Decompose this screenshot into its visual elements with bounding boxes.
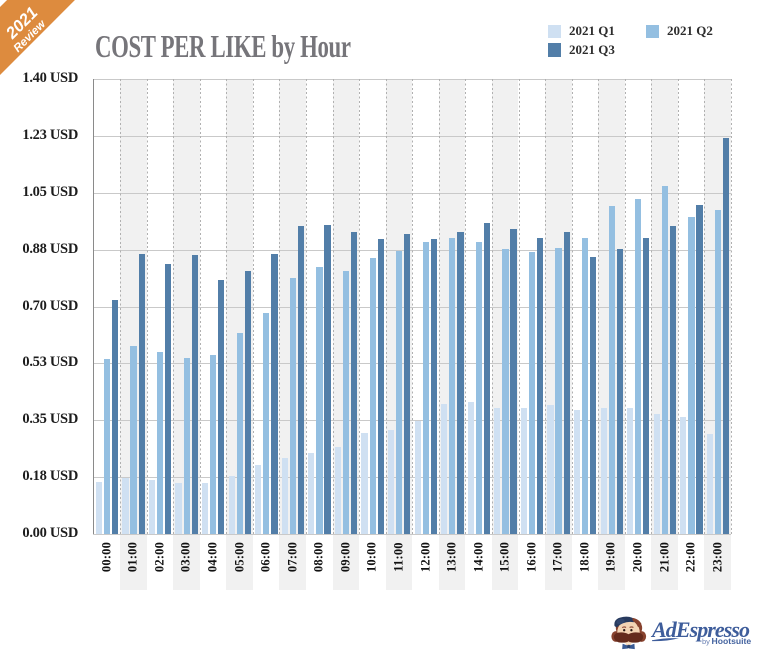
svg-text:Hootsuite: Hootsuite <box>712 636 752 646</box>
svg-text:AdEspresso: AdEspresso <box>650 617 750 642</box>
svg-text:by: by <box>702 637 710 646</box>
